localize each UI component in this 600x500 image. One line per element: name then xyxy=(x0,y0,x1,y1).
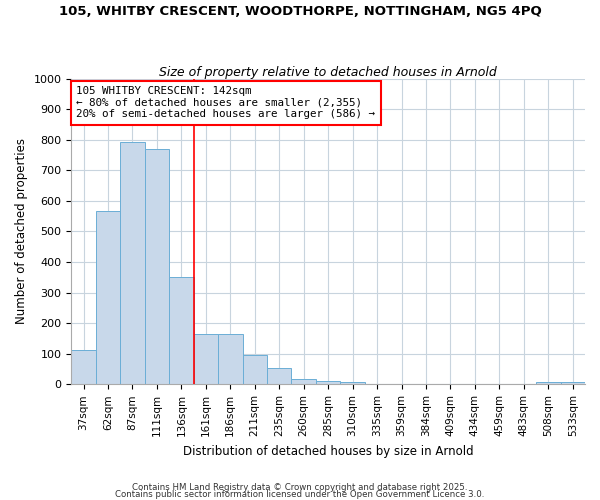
Bar xyxy=(194,334,218,384)
Text: Contains HM Land Registry data © Crown copyright and database right 2025.: Contains HM Land Registry data © Crown c… xyxy=(132,484,468,492)
Bar xyxy=(120,142,145,384)
Text: Contains public sector information licensed under the Open Government Licence 3.: Contains public sector information licen… xyxy=(115,490,485,499)
Bar xyxy=(560,382,585,384)
Bar xyxy=(71,350,96,384)
Bar xyxy=(242,356,267,384)
Bar xyxy=(292,379,316,384)
X-axis label: Distribution of detached houses by size in Arnold: Distribution of detached houses by size … xyxy=(183,444,473,458)
Bar xyxy=(316,380,340,384)
Bar xyxy=(218,334,242,384)
Title: Size of property relative to detached houses in Arnold: Size of property relative to detached ho… xyxy=(159,66,497,78)
Bar xyxy=(267,368,292,384)
Text: 105 WHITBY CRESCENT: 142sqm
← 80% of detached houses are smaller (2,355)
20% of : 105 WHITBY CRESCENT: 142sqm ← 80% of det… xyxy=(76,86,376,120)
Bar xyxy=(340,382,365,384)
Bar xyxy=(169,278,194,384)
Text: 105, WHITBY CRESCENT, WOODTHORPE, NOTTINGHAM, NG5 4PQ: 105, WHITBY CRESCENT, WOODTHORPE, NOTTIN… xyxy=(59,5,541,18)
Bar xyxy=(96,211,120,384)
Bar xyxy=(536,382,560,384)
Y-axis label: Number of detached properties: Number of detached properties xyxy=(15,138,28,324)
Bar xyxy=(145,149,169,384)
